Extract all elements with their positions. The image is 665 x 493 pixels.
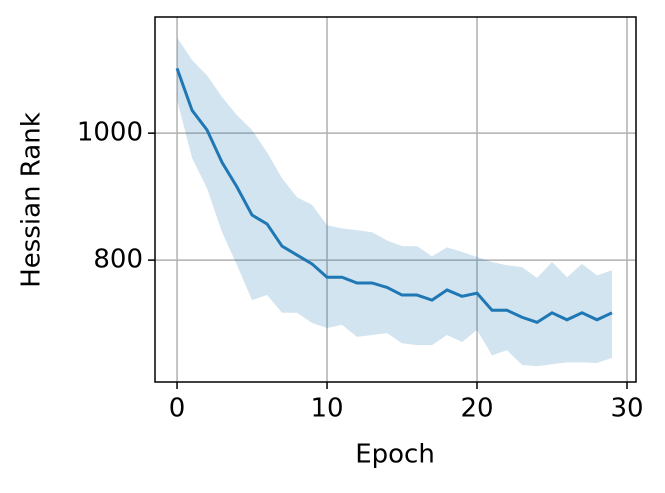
band	[177, 37, 613, 367]
y-tick-label: 1000	[77, 118, 143, 148]
y-tick-label: 800	[93, 245, 143, 275]
x-axis-label: Epoch	[355, 440, 435, 470]
plot-frame	[154, 16, 637, 383]
x-tick-label: 20	[460, 394, 493, 424]
x-tick-label: 30	[610, 394, 643, 424]
x-tick-label: 10	[310, 394, 343, 424]
line	[175, 67, 613, 324]
y-axis-label: Hessian Rank	[17, 112, 47, 288]
x-tick-label: 0	[169, 394, 186, 424]
